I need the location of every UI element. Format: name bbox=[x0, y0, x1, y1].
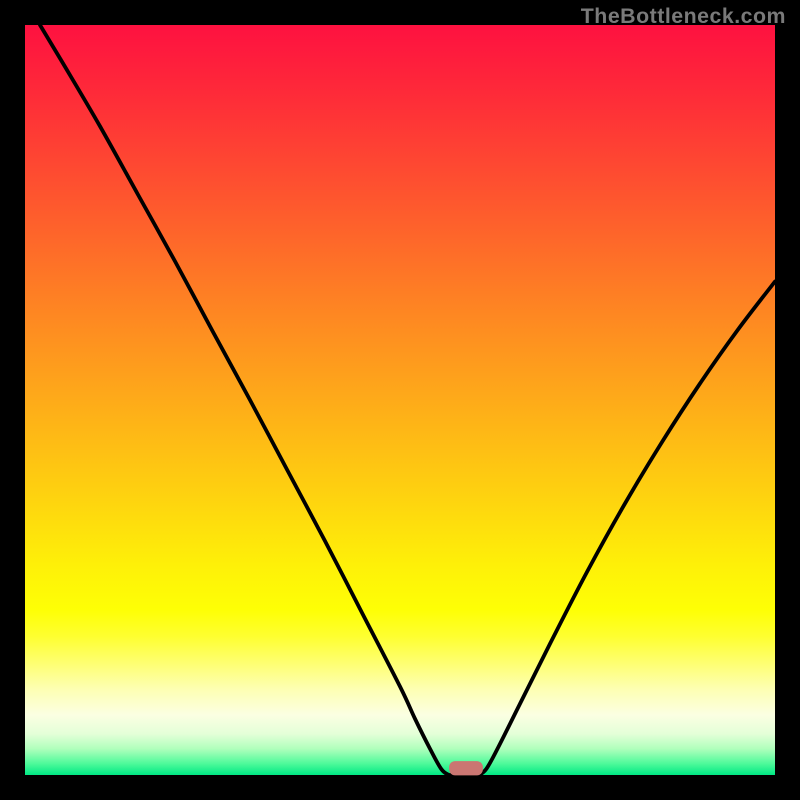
bottleneck-curve-plot bbox=[0, 0, 800, 800]
watermark-text: TheBottleneck.com bbox=[581, 4, 786, 29]
plot-background bbox=[25, 25, 775, 775]
minimum-marker bbox=[449, 761, 483, 775]
chart-frame: TheBottleneck.com bbox=[0, 0, 800, 800]
